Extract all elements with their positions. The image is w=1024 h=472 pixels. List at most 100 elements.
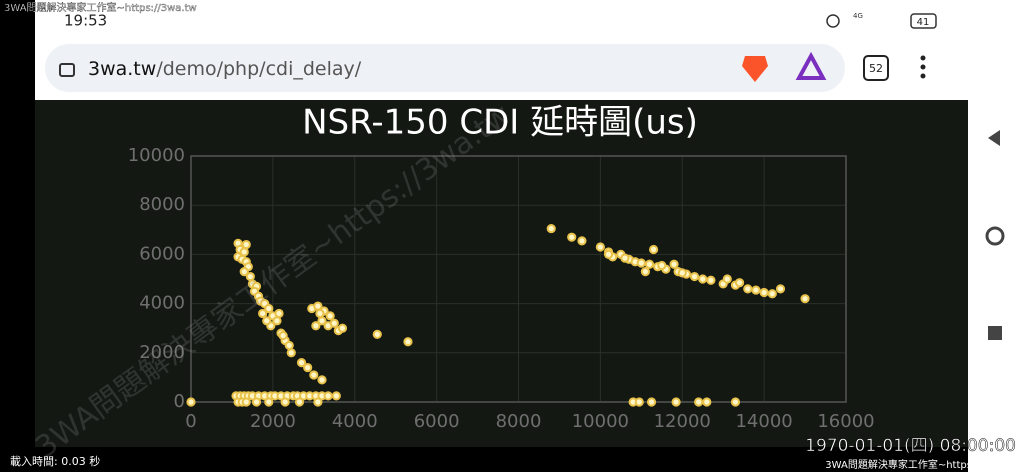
point — [636, 258, 646, 268]
x-tick-label: 12000 — [654, 411, 711, 432]
point — [372, 329, 382, 339]
point — [309, 370, 319, 380]
y-tick-label: 0 — [174, 391, 185, 412]
back-button[interactable] — [988, 130, 1000, 146]
point — [743, 284, 753, 294]
menu-button[interactable] — [920, 55, 926, 79]
point — [296, 358, 307, 368]
datetime: 1970-01-01(四) 08:00:00 — [805, 436, 1016, 456]
network: 4G — [853, 12, 863, 20]
tabs-button[interactable] — [863, 55, 889, 81]
point — [313, 397, 323, 407]
battery-level: 41 — [917, 17, 930, 28]
url-bar[interactable] — [45, 44, 845, 92]
point — [671, 397, 681, 407]
x-tick-label: 10000 — [572, 411, 629, 432]
point — [751, 285, 761, 295]
point — [603, 249, 614, 259]
y-tick-label: 4000 — [139, 293, 185, 314]
home-button[interactable] — [985, 226, 1005, 246]
point — [262, 316, 272, 326]
x-tick-label: 16000 — [817, 411, 874, 432]
point — [311, 321, 321, 331]
chart-title: NSR-150 CDI 延時圖(us) — [302, 103, 698, 143]
point — [315, 308, 325, 319]
url[interactable]: 3wa.tw/demo/php/cdi_delay/ — [88, 58, 362, 80]
point — [294, 397, 305, 407]
url-path: /demo/php/cdi_delay/ — [156, 58, 361, 80]
point — [274, 308, 284, 319]
status-time: 19:53 — [64, 12, 107, 30]
y-tick-label: 6000 — [139, 243, 185, 264]
rewards-icon[interactable] — [795, 51, 827, 80]
point — [644, 259, 655, 269]
x-tick-label: 4000 — [332, 411, 378, 432]
alarm-icon — [826, 14, 840, 28]
recents-button[interactable] — [988, 326, 1002, 340]
nav-bar — [968, 0, 1024, 472]
x-tick-label: 0 — [185, 411, 196, 432]
point — [702, 397, 712, 407]
point — [239, 267, 249, 277]
point — [800, 294, 810, 304]
point — [325, 311, 335, 321]
watermark: 3WA問題解決專家工作室~https://3wa.tw — [825, 458, 1018, 471]
point — [329, 318, 339, 328]
point — [337, 323, 348, 333]
point — [694, 397, 704, 407]
point — [567, 232, 577, 242]
point — [620, 253, 630, 263]
plot: 0 2000 4000 6000 8000 10000 0 2000 4000 6000 8000 1… — [128, 145, 875, 432]
point — [186, 397, 196, 407]
point — [303, 362, 313, 373]
plot-border — [190, 155, 847, 403]
y-tick-label: 2000 — [139, 342, 185, 363]
point — [657, 260, 667, 271]
y-tick-label: 8000 — [139, 194, 185, 215]
point — [241, 397, 251, 407]
point — [730, 397, 741, 407]
point — [258, 308, 268, 319]
point — [331, 391, 341, 401]
point — [317, 375, 327, 385]
point — [634, 397, 644, 407]
point — [689, 271, 700, 282]
point — [648, 244, 659, 255]
url-host: 3wa.tw — [88, 58, 156, 80]
point — [284, 340, 294, 351]
point — [286, 348, 296, 358]
battery-icon — [910, 13, 937, 29]
point — [767, 289, 777, 299]
load-time: 載入時間: 0.03 秒 — [10, 454, 100, 468]
point — [278, 330, 288, 341]
point — [323, 391, 333, 401]
point — [669, 259, 679, 269]
point — [546, 223, 556, 234]
point — [264, 397, 274, 407]
point — [759, 287, 769, 298]
y-tick-label: 10000 — [128, 145, 185, 166]
point — [640, 267, 651, 277]
point — [734, 278, 745, 288]
point — [775, 284, 786, 294]
brave-icon[interactable] — [742, 56, 768, 82]
watermark: 3WA問題解決專家工作室~https://3wa.tw — [4, 1, 197, 14]
point — [646, 397, 657, 407]
point — [251, 397, 262, 407]
point — [577, 236, 587, 246]
point — [698, 274, 708, 284]
x-tick-label: 14000 — [735, 411, 792, 432]
point — [677, 268, 687, 278]
lock-icon — [59, 63, 75, 77]
x-tick-label: 8000 — [496, 411, 542, 432]
point — [264, 303, 274, 314]
point — [280, 397, 290, 407]
point — [403, 337, 413, 347]
point — [722, 274, 732, 284]
x-tick-label: 6000 — [414, 411, 460, 432]
tab-count: 52 — [869, 62, 883, 75]
x-tick-label: 2000 — [250, 411, 296, 432]
point — [595, 242, 605, 252]
